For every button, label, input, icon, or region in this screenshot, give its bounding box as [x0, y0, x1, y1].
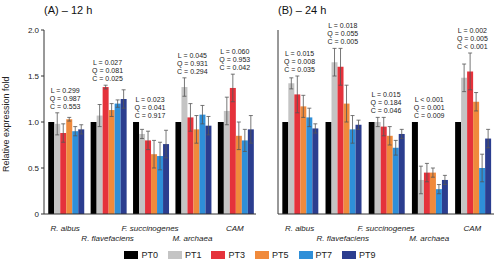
html-text:PT9: PT9 [359, 250, 376, 260]
svg-text:R. albus: R. albus [285, 224, 314, 233]
html-text:PT0: PT0 [141, 250, 158, 260]
html-text:PT3: PT3 [228, 250, 245, 260]
svg-text:M. archaea: M. archaea [409, 234, 450, 243]
html-text:PT1: PT1 [185, 250, 202, 260]
svg-text:L = 0.027Q = 0.081C = 0.025: L = 0.027Q = 0.081C = 0.025 [92, 59, 123, 82]
svg-text:L = 0.015Q = 0.008C = 0.035: L = 0.015Q = 0.008C = 0.035 [284, 50, 315, 73]
html-text:(A) – 12 h: (A) – 12 h [44, 4, 93, 16]
svg-text:R. albus: R. albus [51, 224, 80, 233]
svg-text:L < 0.001Q = 0.001C = 0.009: L < 0.001Q = 0.001C = 0.009 [414, 96, 445, 119]
svg-text:0: 0 [35, 210, 40, 219]
svg-text:1.5: 1.5 [28, 72, 40, 81]
svg-text:F. succinogenes: F. succinogenes [121, 224, 178, 233]
svg-text:Relative expression fold: Relative expression fold [8, 76, 11, 172]
svg-text:CAM: CAM [464, 224, 482, 233]
html-text:PT5: PT5 [272, 250, 289, 260]
svg-text:M. archaea: M. archaea [172, 234, 213, 243]
svg-text:L = 0.002Q = 0.005C < 0.001: L = 0.002Q = 0.005C < 0.001 [457, 27, 488, 50]
html-text:(B) – 24 h: (B) – 24 h [278, 4, 327, 16]
svg-text:2.0: 2.0 [28, 26, 40, 35]
svg-text:R. flavefaciens: R. flavefaciens [81, 234, 133, 243]
svg-text:0.5: 0.5 [28, 164, 40, 173]
svg-text:L = 0.015Q = 0.184C = 0.046: L = 0.015Q = 0.184C = 0.046 [371, 91, 402, 114]
svg-text:L = 0.045Q = 0.931C = 0.294: L = 0.045Q = 0.931C = 0.294 [177, 52, 208, 75]
svg-text:F. succinogenes: F. succinogenes [357, 224, 414, 233]
svg-text:L = 0.018Q = 0.055C = 0.005: L = 0.018Q = 0.055C = 0.005 [327, 22, 358, 45]
svg-text:L = 0.060Q = 0.953C = 0.042: L = 0.060Q = 0.953C = 0.042 [219, 48, 250, 71]
html-text:PT7: PT7 [315, 250, 332, 260]
svg-text:L = 0.023Q = 0.041C = 0.917: L = 0.023Q = 0.041C = 0.917 [135, 96, 166, 119]
svg-text:R. flavefaciens: R. flavefaciens [317, 234, 369, 243]
svg-text:1.0: 1.0 [28, 118, 40, 127]
svg-text:CAM: CAM [226, 224, 244, 233]
svg-text:L = 0.299Q = 0.987C = 0.553: L = 0.299Q = 0.987C = 0.553 [50, 87, 81, 110]
